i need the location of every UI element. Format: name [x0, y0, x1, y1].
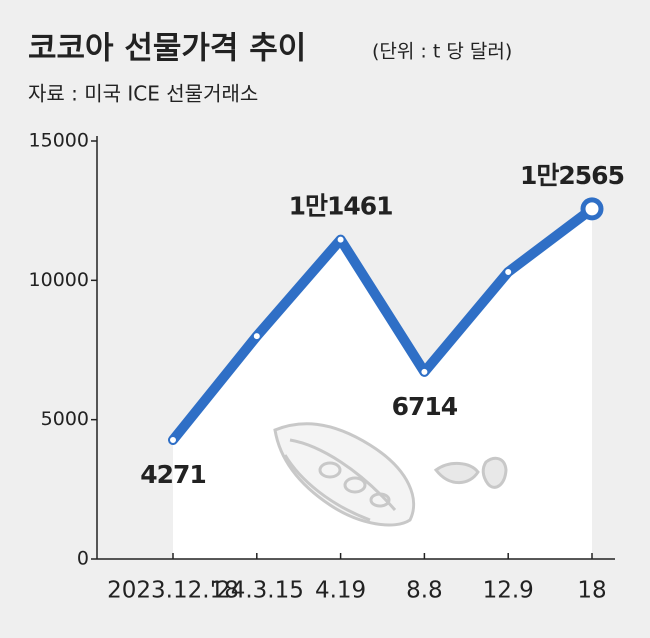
x-tick-label: 12.9	[483, 578, 534, 604]
value-label: 6714	[392, 392, 458, 421]
point	[336, 235, 345, 244]
point	[504, 267, 513, 276]
y-tick-label: 10000	[29, 269, 89, 291]
y-tick-label: 15000	[29, 130, 89, 152]
point	[252, 332, 261, 341]
value-label: 1만1461	[289, 192, 393, 221]
point	[580, 197, 604, 221]
chart-title: 코코아 선물가격 추이	[28, 31, 306, 67]
point	[169, 435, 177, 444]
point	[420, 367, 429, 376]
x-tick-label: 4.19	[315, 578, 366, 604]
value-label: 4271	[140, 460, 206, 489]
y-tick-label: 5000	[41, 408, 89, 430]
line	[168, 203, 597, 445]
x-tick-label: 18	[577, 578, 606, 604]
x-tick-label: 8.8	[406, 578, 443, 604]
x-tick-label: '24.3.15	[210, 578, 304, 604]
y-tick-label: 0	[77, 548, 89, 570]
x-tick-label: 2023.12.18	[107, 578, 239, 604]
chart-subtitle: (단위 : t 당 달러)	[372, 41, 512, 63]
cacao-illustration	[273, 422, 508, 527]
source: 자료 : 미국 ICE 선물거래소	[28, 82, 258, 106]
value-label: 1만2565	[520, 161, 624, 190]
